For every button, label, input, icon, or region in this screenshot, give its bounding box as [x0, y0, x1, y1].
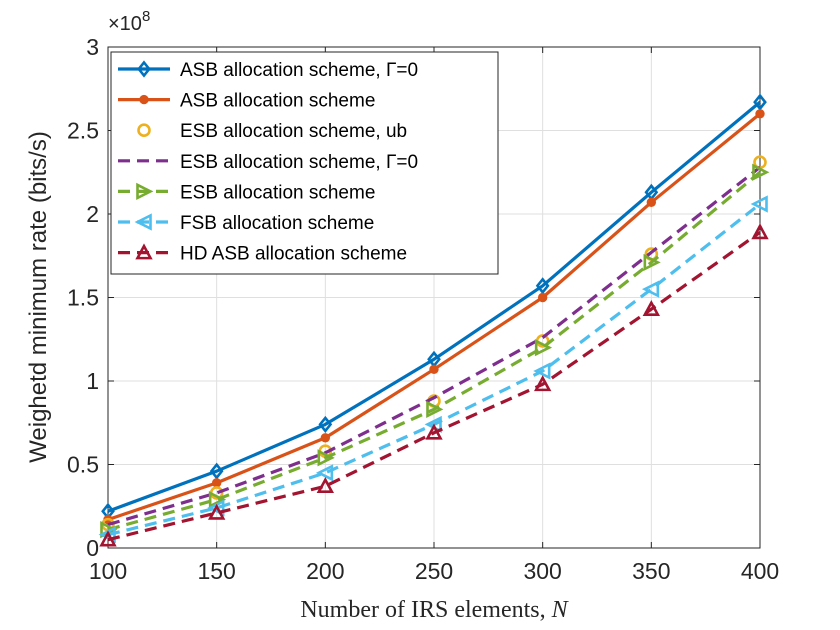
- legend-entry-5: FSB allocation scheme: [118, 213, 374, 234]
- data-point: [533, 362, 551, 380]
- data-point: [318, 415, 333, 434]
- data-point: [755, 109, 765, 119]
- data-point: [429, 364, 439, 375]
- x-axis-label: Number of IRS elements, N: [300, 597, 569, 623]
- y-tick-label: 3: [86, 34, 99, 60]
- legend-label: HD ASB allocation scheme: [180, 244, 407, 265]
- series-1: [103, 109, 765, 525]
- x-axis-label-text: Number of IRS elements,: [300, 597, 551, 623]
- data-point: [753, 93, 767, 111]
- data-point: [533, 375, 552, 392]
- legend-marker: [135, 243, 153, 260]
- data-point: [425, 423, 443, 440]
- series-line: [107, 100, 762, 513]
- x-tick-label: 100: [89, 558, 127, 584]
- data-point: [209, 462, 224, 480]
- data-point: [643, 253, 661, 272]
- exponent-base: ×10: [108, 13, 142, 35]
- exponent-label: ×108: [108, 8, 150, 35]
- series-line: [107, 171, 762, 532]
- legend-entry-0: ASB allocation scheme, Γ=0: [118, 60, 418, 81]
- series-line: [107, 231, 761, 542]
- data-point: [315, 464, 334, 482]
- legend-entry-3: ESB allocation scheme, Γ=0: [118, 152, 418, 173]
- x-tick-label: 400: [741, 558, 779, 584]
- legend-marker: [136, 182, 154, 201]
- legend-label: ASB allocation scheme: [180, 91, 375, 112]
- series-line: [107, 165, 761, 527]
- series-0: [101, 93, 767, 520]
- legend-entry-6: HD ASB allocation scheme: [118, 243, 407, 265]
- legend-label: ASB allocation scheme, Γ=0: [180, 60, 418, 81]
- x-tick-label: 250: [415, 558, 453, 584]
- data-point: [534, 338, 553, 357]
- data-point: [646, 197, 657, 208]
- data-point: [642, 299, 661, 317]
- data-point: [99, 530, 117, 547]
- x-tick-label: 200: [306, 558, 344, 584]
- axes: [107, 46, 761, 549]
- legend-entry-4: ESB allocation scheme: [118, 182, 375, 203]
- legend-label: ESB allocation scheme: [180, 182, 375, 203]
- data-point: [751, 223, 769, 240]
- legend-box: [110, 51, 499, 275]
- data-point: [208, 490, 227, 509]
- legend-marker: [134, 213, 152, 231]
- data-point: [317, 449, 335, 467]
- series-layer: [98, 93, 770, 547]
- y-tick-label: 0.5: [67, 452, 99, 478]
- tick-labels: 100 150 200 250 300 350 400 0 0.5 1 1.5 2 2.5 3: [67, 34, 779, 584]
- legend-label: ESB allocation scheme, ub: [180, 121, 407, 142]
- legend-marker: [137, 123, 151, 137]
- legend-label: ESB allocation scheme, Γ=0: [180, 152, 418, 173]
- data-point: [211, 478, 222, 488]
- data-point: [316, 476, 335, 494]
- legend-marker: [139, 94, 149, 105]
- legend-entry-2: ESB allocation scheme, ub: [137, 121, 407, 142]
- exponent-power: 8: [142, 8, 150, 25]
- legend-label: FSB allocation scheme: [180, 213, 374, 234]
- legend-marker: [137, 60, 151, 78]
- y-tick-label: 2: [86, 201, 99, 227]
- x-tick-label: 150: [197, 558, 235, 584]
- data-point: [750, 195, 768, 213]
- y-tick-label: 1: [86, 368, 99, 394]
- data-point: [207, 503, 226, 520]
- data-point: [537, 292, 548, 303]
- x-tick-label: 350: [632, 558, 670, 584]
- series-4: [100, 163, 770, 539]
- data-point: [535, 277, 550, 295]
- data-point: [752, 163, 770, 181]
- y-tick-label: 1.5: [67, 285, 99, 311]
- data-point: [426, 400, 444, 418]
- data-point: [641, 280, 660, 298]
- series-6: [99, 223, 769, 547]
- x-axis-label-variable: N: [551, 597, 570, 623]
- y-axis-label: Weighetd minimum rate (bits/s): [25, 131, 52, 463]
- series-3: [107, 165, 761, 527]
- x-tick-label: 300: [523, 558, 561, 584]
- legend-entry-1: ASB allocation scheme: [118, 91, 375, 112]
- y-tick-label: 2.5: [67, 118, 99, 144]
- y-tick-label: 0: [86, 535, 99, 561]
- data-point: [320, 433, 331, 443]
- legend: ASB allocation scheme, Γ=0 ASB allocation…: [110, 51, 499, 275]
